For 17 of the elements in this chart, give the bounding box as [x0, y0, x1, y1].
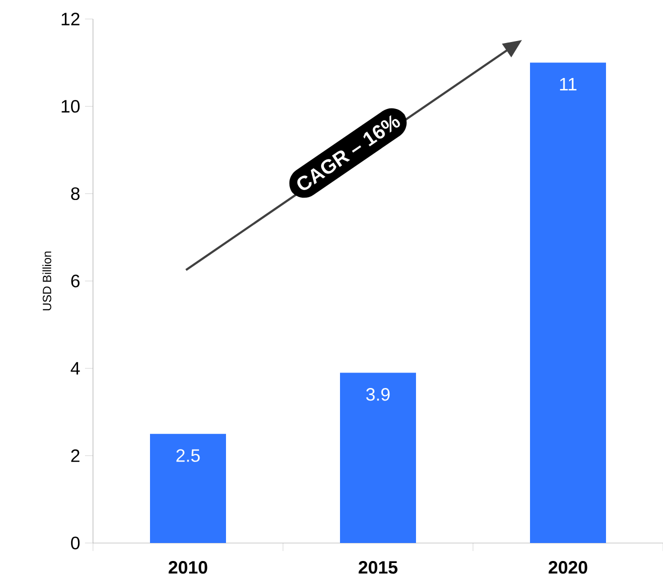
bar [150, 434, 226, 543]
x-tick-label: 2010 [168, 561, 208, 574]
y-tick-label: 12 [62, 12, 80, 26]
x-tick-label: 2015 [358, 561, 398, 574]
y-tick-label: 6 [71, 274, 80, 288]
y-tick-label: 0 [71, 536, 80, 550]
y-axis-title: USD Billion [42, 252, 52, 310]
y-tick-label: 8 [71, 187, 80, 200]
y-tick-label: 4 [70, 362, 80, 374]
bar [530, 62, 606, 543]
y-tick-label: 2 [71, 449, 80, 462]
data-label: 2.5 [176, 449, 200, 462]
y-tick-label: 10 [62, 100, 80, 113]
data-label: 3.9 [366, 388, 390, 401]
data-label: 11 [560, 78, 576, 90]
x-tick-label: 2020 [548, 561, 588, 574]
bar [340, 372, 416, 543]
